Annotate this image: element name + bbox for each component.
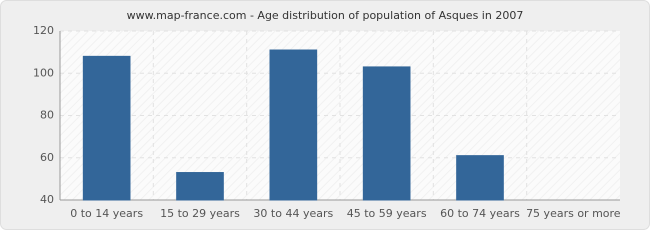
chart-title: www.map-france.com - Age distribution of… xyxy=(127,9,524,22)
y-tick-label: 120 xyxy=(33,24,54,37)
bar xyxy=(269,49,318,201)
x-tick-label: 15 to 29 years xyxy=(160,207,240,220)
page: www.map-france.com - Age distribution of… xyxy=(0,0,650,230)
bar xyxy=(82,55,131,201)
x-tick-label: 0 to 14 years xyxy=(70,207,143,220)
bar xyxy=(362,66,411,201)
x-tick-label: 75 years or more xyxy=(526,207,621,220)
x-tick-label: 60 to 74 years xyxy=(440,207,520,220)
x-tick-label: 45 to 59 years xyxy=(347,207,427,220)
y-tick-label: 100 xyxy=(33,66,54,79)
bar xyxy=(176,172,224,201)
chart: www.map-france.com - Age distribution of… xyxy=(0,0,650,230)
x-tick-label: 30 to 44 years xyxy=(253,207,333,220)
y-tick-label: 80 xyxy=(40,109,54,122)
y-tick-label: 60 xyxy=(40,151,54,164)
bar xyxy=(456,155,504,201)
y-tick-label: 40 xyxy=(40,193,54,206)
